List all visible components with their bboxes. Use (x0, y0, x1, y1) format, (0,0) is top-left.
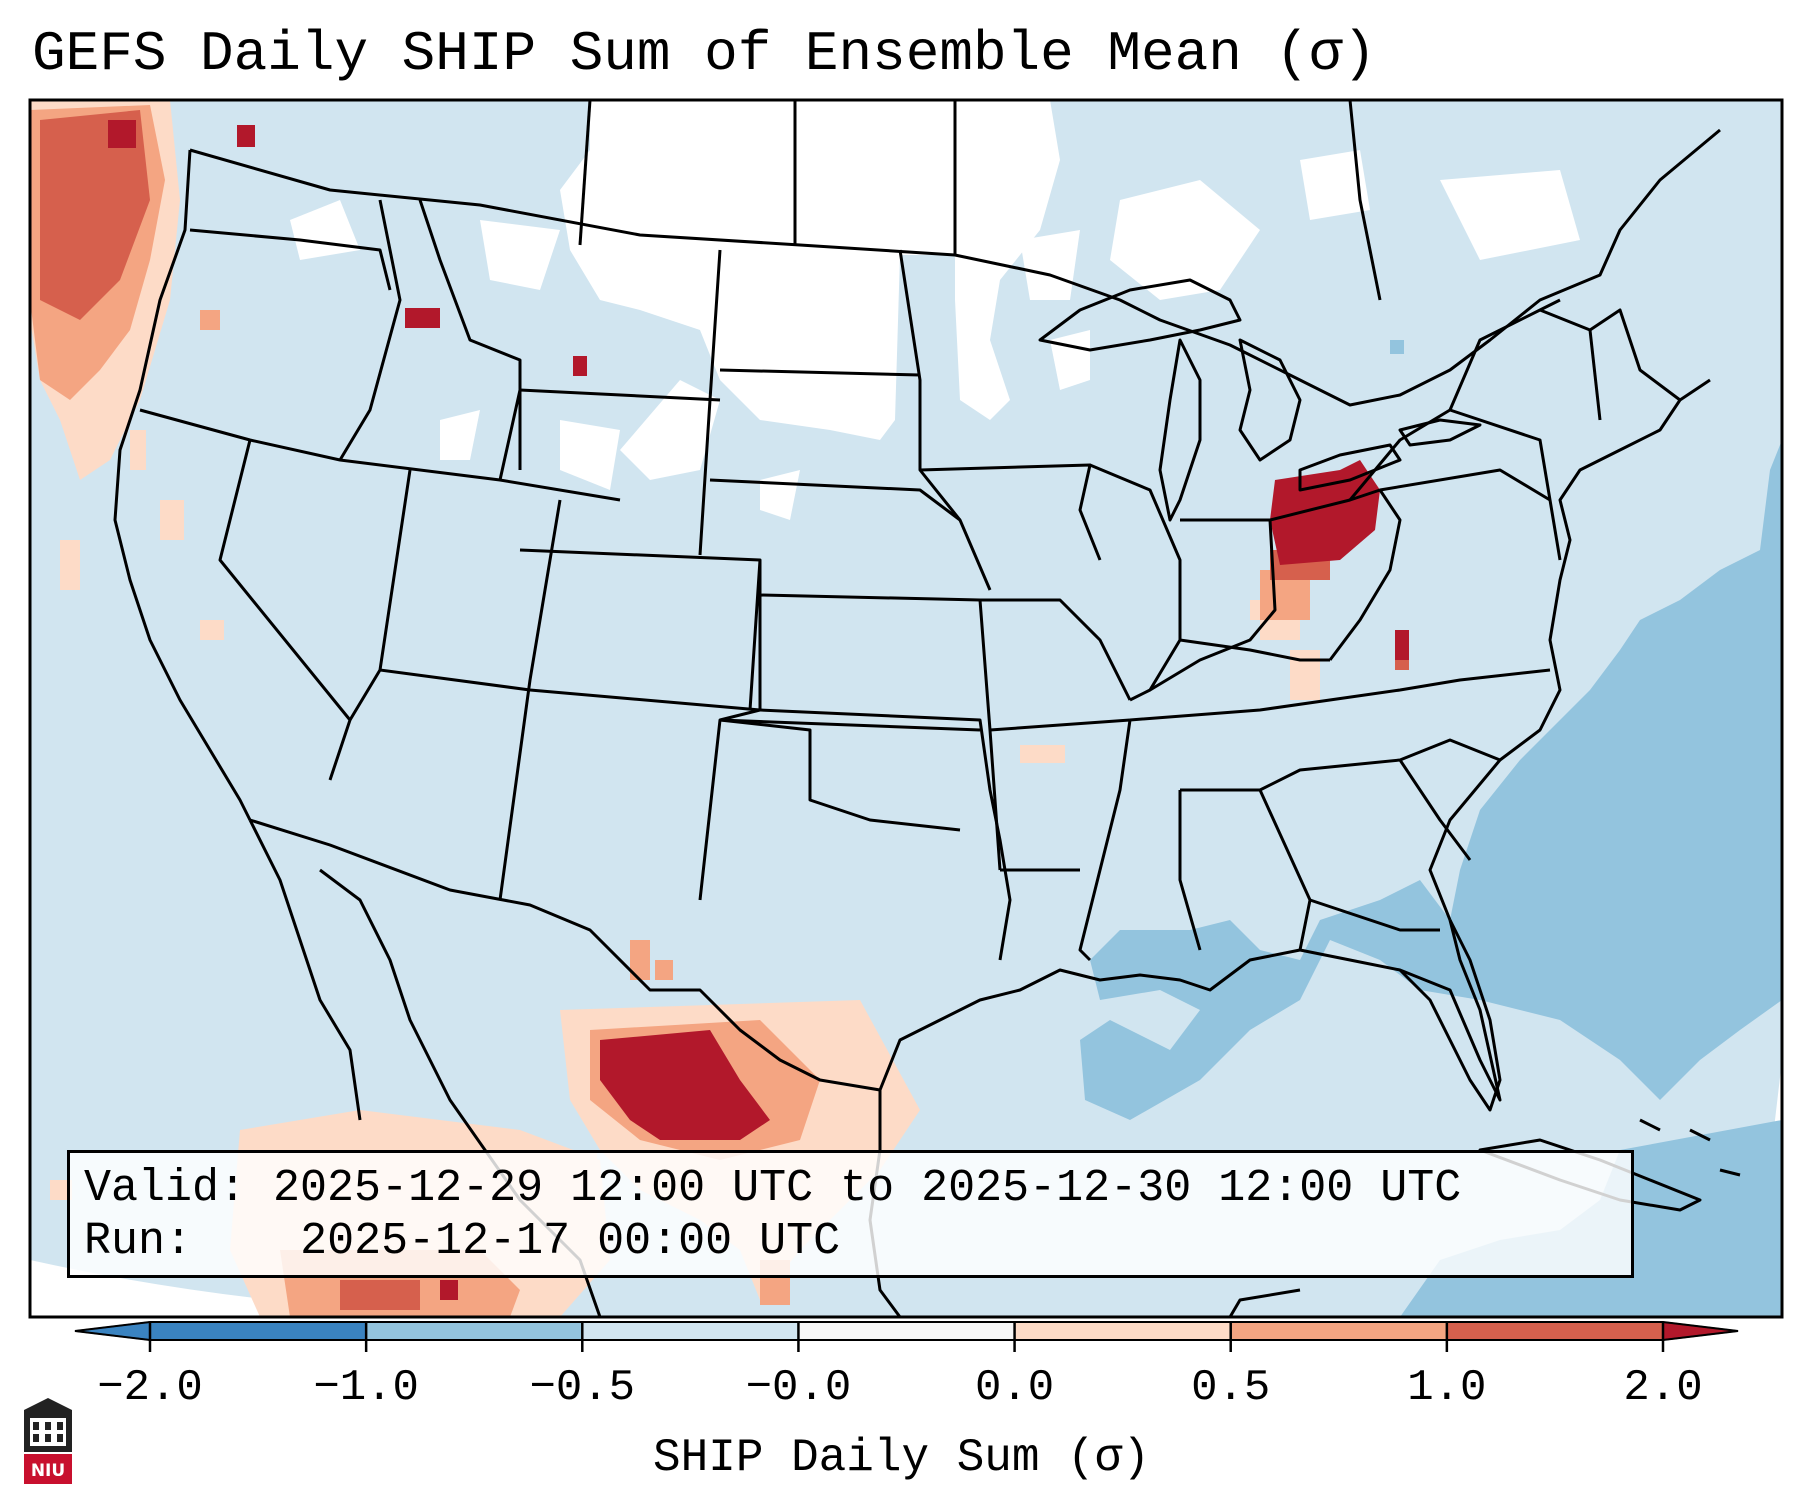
projection-edge-left (30, 1260, 620, 1317)
valid-label: Valid: (84, 1163, 247, 1214)
colorbar-extend-low (74, 1321, 151, 1341)
colorbar-label: SHIP Daily Sum (σ) (653, 1432, 1150, 1484)
lake-michigan (1158, 338, 1202, 522)
map-frame (28, 98, 1784, 1319)
colorbar-tick-label: −0.0 (745, 1363, 852, 1413)
info-box: Valid: 2025-12-29 12:00 UTC to 2025-12-3… (67, 1150, 1634, 1278)
lake-erie (1298, 443, 1402, 492)
boundaries (113, 100, 1741, 1317)
lake-superior (1038, 278, 1242, 352)
yucatan (1228, 1288, 1301, 1317)
colorbar-segment (1446, 1322, 1664, 1340)
florida (1398, 919, 1502, 1112)
us-mexico-border (249, 818, 881, 1092)
niu-logo: NIU (24, 1398, 72, 1484)
colorbar-tick-label: 0.5 (1191, 1363, 1271, 1413)
page-title: GEFS Daily SHIP Sum of Ensemble Mean (σ) (32, 22, 1377, 86)
valid-line: Valid: 2025-12-29 12:00 UTC to 2025-12-3… (84, 1163, 1461, 1214)
lake-huron (1238, 338, 1302, 462)
lake-ontario (1398, 418, 1482, 447)
colorbar-tick-label: −0.5 (529, 1363, 636, 1413)
colorbar-tick-label: 2.0 (1623, 1363, 1703, 1413)
colorbar-segment (1230, 1322, 1448, 1340)
colorbar-tick-label: 1.0 (1407, 1363, 1487, 1413)
colorbar-tick-label: 0.0 (974, 1363, 1055, 1413)
colorbar-segment (366, 1322, 583, 1340)
colorbar-segment (1014, 1322, 1232, 1340)
niu-logo-text: NIU (31, 1461, 65, 1481)
colorbar-ticks (148, 1322, 1665, 1352)
map-background (30, 100, 1782, 1317)
us-canada-border (189, 128, 1721, 407)
pacific-coast (113, 149, 252, 821)
white-regions (290, 100, 1580, 520)
atlantic-coast (1428, 378, 1711, 921)
valid-value: 2025-12-29 12:00 UTC to 2025-12-30 12:00… (273, 1163, 1462, 1214)
colorbar-tick-label: −1.0 (313, 1363, 419, 1413)
darkred-regions (108, 120, 1409, 1300)
run-label: Run: (84, 1216, 193, 1267)
colorbar-segments (74, 1321, 1739, 1341)
run-value: 2025-12-17 00:00 UTC (300, 1216, 841, 1267)
colorbar-tick-label: −2.0 (97, 1363, 203, 1413)
colorbar-segment (798, 1322, 1016, 1340)
baja-coast (248, 819, 362, 1121)
colorbar-extend-high (1662, 1321, 1739, 1341)
colorbar-segment (582, 1322, 799, 1340)
run-line: Run: 2025-12-17 00:00 UTC (84, 1216, 840, 1267)
colorbar-segment (150, 1322, 367, 1340)
